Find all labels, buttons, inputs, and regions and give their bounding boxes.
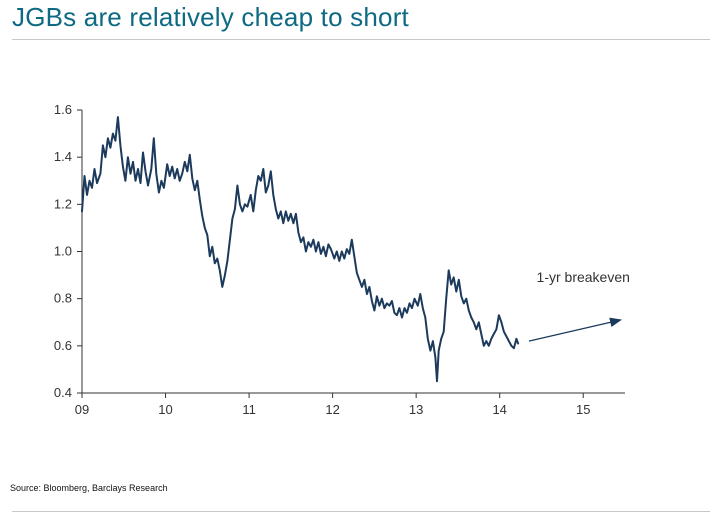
y-tick-label: 1.6: [54, 102, 72, 117]
x-tick-label: 13: [409, 402, 423, 417]
chart-axes: 0.4 0.6 0.8 1.0 1.2 1.4 1.6 09 10 11 12 13 14 15: [54, 102, 625, 417]
annotation-layer: 1-yr breakeven: [528, 269, 630, 342]
footer-divider: [12, 511, 710, 512]
y-tick-label: 1.0: [54, 244, 72, 259]
y-tick-label: 0.4: [54, 385, 72, 400]
forecast-arrow: [528, 317, 622, 342]
x-tick-label: 09: [75, 402, 89, 417]
page-title: JGBs are relatively cheap to short: [12, 2, 409, 32]
x-tick-label: 14: [492, 402, 506, 417]
x-tick-label: 10: [158, 402, 172, 417]
y-tick-label: 1.4: [54, 149, 72, 164]
annotation-label: 1-yr breakeven: [537, 269, 630, 285]
series-line: [81, 116, 520, 383]
source-note: Source: Bloomberg, Barclays Research: [10, 483, 168, 493]
y-tick-label: 1.2: [54, 196, 72, 211]
x-tick-label: 15: [576, 402, 590, 417]
y-tick-label: 0.6: [54, 338, 72, 353]
series-layer: [81, 116, 520, 383]
line-chart: 0.4 0.6 0.8 1.0 1.2 1.4 1.6 09 10 11 12 13 14 15 1-yr…: [54, 102, 630, 417]
title-divider: [12, 39, 710, 40]
x-tick-label: 12: [325, 402, 339, 417]
x-tick-label: 11: [242, 402, 256, 417]
y-tick-label: 0.8: [54, 291, 72, 306]
